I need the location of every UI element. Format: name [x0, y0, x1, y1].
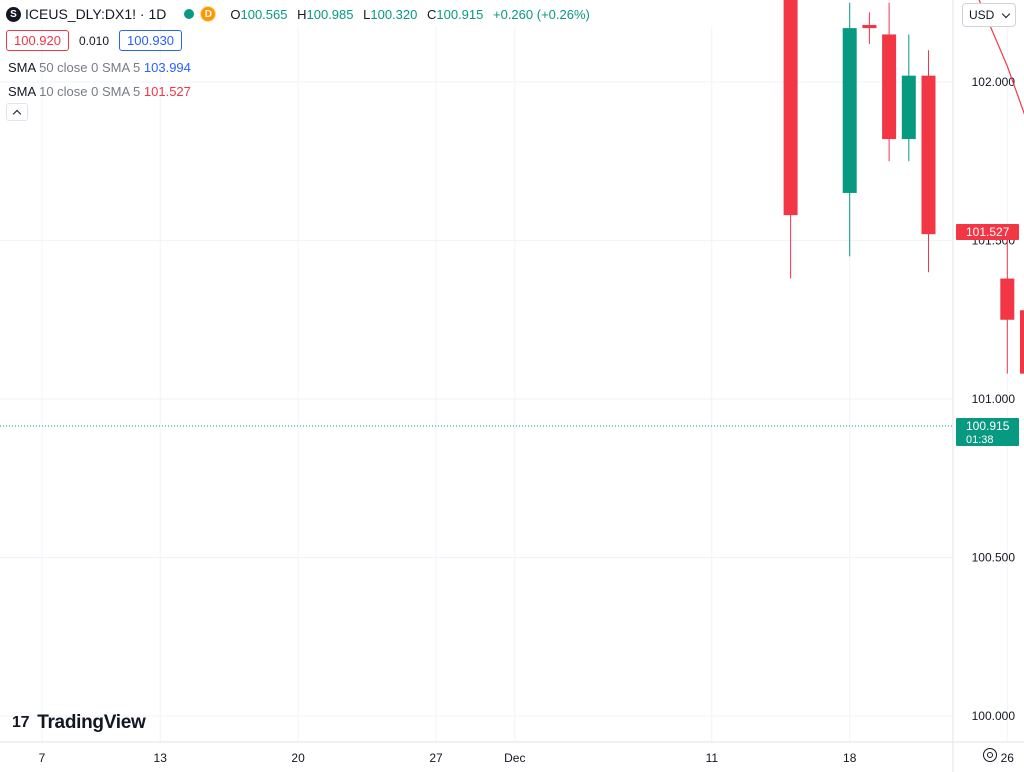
indicator-value: 101.527 [143, 84, 191, 99]
y-tick-label: 101.000 [972, 392, 1016, 406]
price-axis-label: 100.915 [966, 419, 1010, 433]
candle-body [921, 75, 936, 235]
price-change: +0.260 (+0.26%) [493, 6, 590, 22]
delayed-data-badge[interactable]: D [200, 6, 217, 22]
candle [842, 2, 857, 257]
collapse-legend-button[interactable] [6, 103, 28, 121]
logo-text: TradingView [37, 712, 146, 733]
ohlc-low-key: L [363, 6, 371, 22]
candle-body [1020, 310, 1024, 374]
tradingview-mark-icon: 17 [12, 714, 30, 731]
candle-body [783, 0, 798, 216]
x-tick-label: 20 [291, 751, 305, 765]
x-tick-label: 26 [1001, 751, 1015, 765]
spread-value: 0.010 [79, 33, 110, 48]
ohlc-close: 100.915 [436, 6, 484, 22]
buy-price-button[interactable]: 100.930 [119, 30, 183, 51]
x-tick-label: 13 [154, 751, 168, 765]
ohlc-open-key: O [230, 6, 241, 22]
candles [783, 0, 1024, 374]
ohlc-low: 100.320 [370, 6, 418, 22]
candle-body [1000, 278, 1015, 320]
price-axis-label: 101.527 [966, 225, 1010, 239]
x-tick-label: 27 [429, 751, 443, 765]
ohlc-open: 100.565 [240, 6, 288, 22]
quote-row: 100.920 0.010 100.930 [6, 30, 183, 51]
x-tick-label: Dec [504, 751, 525, 765]
candle [882, 2, 897, 162]
candle [1000, 234, 1015, 374]
candle [901, 34, 916, 162]
y-tick-label: 102.000 [972, 75, 1016, 89]
indicator-sma10[interactable]: SMA 10 close 0 SMA 5 101.527 [8, 84, 191, 99]
y-tick-label: 100.500 [972, 551, 1016, 565]
x-axis: 7132027Dec1118262024812 [39, 751, 1015, 765]
indicator-sma50[interactable]: SMA 50 close 0 SMA 5 103.994 [8, 60, 191, 75]
x-tick-label: 11 [706, 751, 719, 765]
market-open-dot-icon [184, 9, 195, 19]
symbol-logo-icon: S [6, 6, 21, 22]
indicator-name: SMA [8, 84, 36, 99]
currency-label: USD [969, 8, 995, 22]
x-tick-label: 7 [39, 751, 46, 765]
plot-area [0, 26, 953, 742]
price-axis-label-bg [956, 417, 1019, 446]
indicator-name: SMA [8, 60, 36, 75]
symbol-header: S ICEUS_DLY:DX1! · 1D D O100.565 H100.98… [0, 0, 590, 28]
currency-selector[interactable]: USD [962, 3, 1016, 27]
candle [862, 12, 877, 44]
symbol-title[interactable]: ICEUS_DLY:DX1! · 1D [25, 6, 167, 22]
price-axis-countdown: 01:38 [966, 434, 994, 446]
indicator-value: 103.994 [143, 60, 191, 75]
chevron-up-icon [12, 109, 22, 118]
ohlc-values: O100.565 H100.985 L100.320 C100.915 +0.2… [230, 7, 590, 22]
y-tick-label: 100.000 [972, 709, 1016, 723]
settings-gear-icon[interactable] [983, 748, 997, 762]
tradingview-logo[interactable]: 17 TradingView [12, 712, 146, 734]
candle-body [842, 28, 857, 193]
candle-body [882, 34, 897, 140]
candle-body [901, 75, 916, 140]
candle [783, 0, 798, 279]
price-axis-label-bg [956, 223, 1019, 240]
indicator-params: 10 close 0 SMA 5 [39, 84, 141, 99]
ohlc-high: 100.985 [306, 6, 354, 22]
candle [1020, 310, 1024, 374]
chevron-down-icon [1001, 9, 1011, 18]
indicator-params: 50 close 0 SMA 5 [39, 60, 141, 75]
sell-price-button[interactable]: 100.920 [6, 30, 69, 51]
ohlc-high-key: H [297, 6, 307, 22]
ohlc-close-key: C [426, 6, 437, 22]
x-tick-label: 18 [843, 751, 857, 765]
candle [921, 50, 936, 273]
candle-body [862, 24, 877, 29]
